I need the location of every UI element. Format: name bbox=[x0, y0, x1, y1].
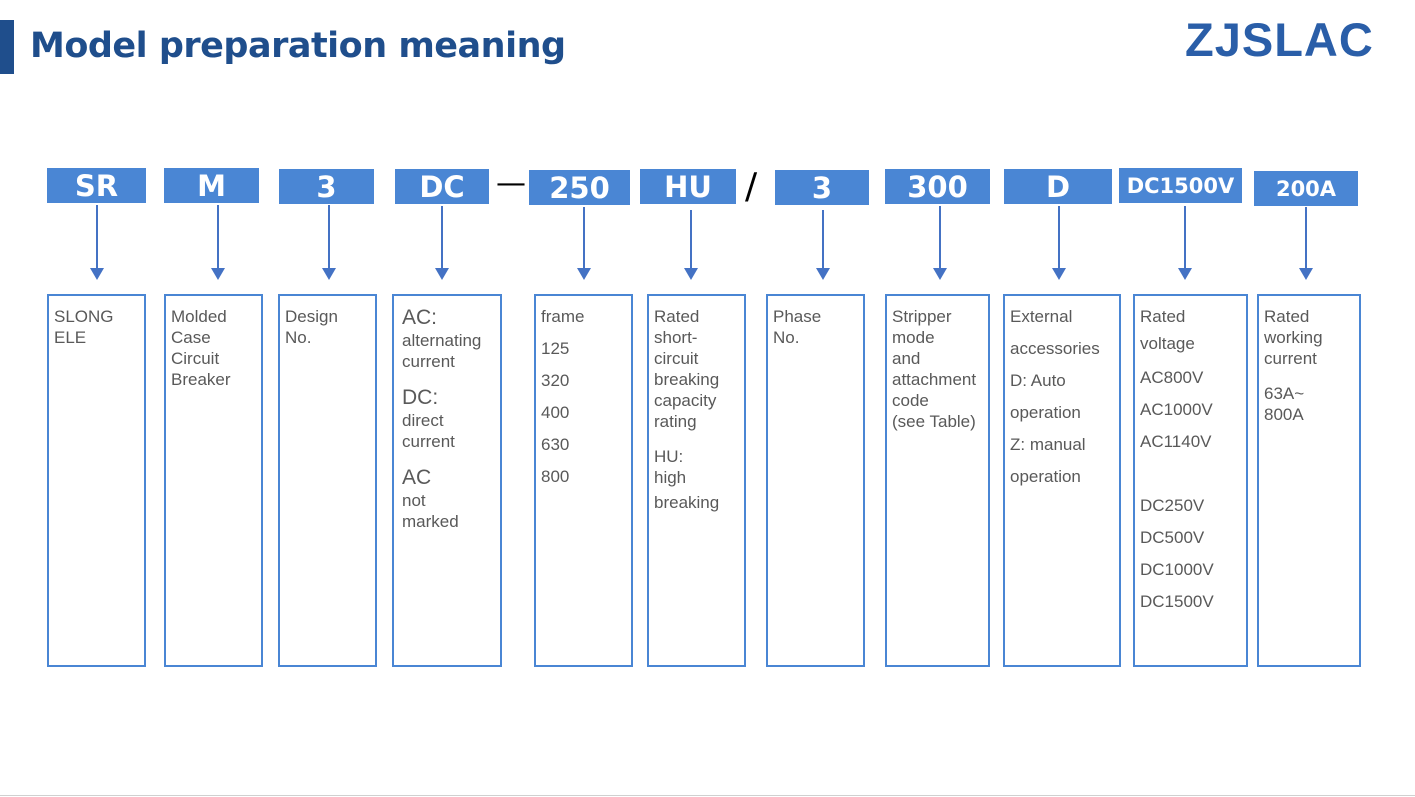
box-line: External bbox=[1010, 307, 1073, 326]
box-line: AC bbox=[402, 466, 432, 489]
box-line: 800A bbox=[1264, 405, 1304, 424]
code-300: 300 bbox=[885, 169, 990, 204]
box-line: operation bbox=[1010, 467, 1081, 486]
meaning-box-voltage: Rated voltage AC800V AC1000V AC1140V DC2… bbox=[1133, 294, 1248, 667]
box-line: Circuit bbox=[171, 349, 220, 368]
box-line: working bbox=[1264, 328, 1323, 347]
box-line: DC500V bbox=[1140, 528, 1205, 547]
brand-logo: ZJSLAC bbox=[1185, 13, 1374, 66]
box-line: Rated bbox=[654, 307, 700, 326]
meaning-box-stripper: Stripper mode and attachment code (see T… bbox=[885, 294, 990, 667]
box-line: marked bbox=[402, 512, 459, 531]
box-line: code bbox=[892, 391, 929, 410]
box-line: voltage bbox=[1140, 334, 1195, 353]
code-phase: 3 bbox=[775, 170, 869, 205]
code-voltage: DC1500V bbox=[1119, 168, 1242, 203]
meaning-box-type: Molded Case Circuit Breaker bbox=[164, 294, 263, 667]
code-design: 3 bbox=[279, 169, 374, 204]
box-line: not bbox=[402, 491, 426, 510]
title-accent-bar bbox=[0, 20, 14, 74]
arrow-down-icon bbox=[1178, 206, 1192, 280]
box-line: mode bbox=[892, 328, 935, 347]
box-line: Rated bbox=[1140, 307, 1186, 326]
box-line: breaking bbox=[654, 370, 720, 389]
code-sr: SR bbox=[47, 168, 146, 203]
box-line: current bbox=[402, 352, 455, 371]
box-line: Z: manual bbox=[1010, 435, 1086, 454]
box-line: 63A~ bbox=[1264, 384, 1305, 403]
box-line: direct bbox=[402, 411, 444, 430]
box-line: DC1500V bbox=[1140, 592, 1214, 611]
arrow-down-icon bbox=[435, 206, 449, 280]
box-line: SLONG bbox=[54, 307, 114, 326]
box-line: DC250V bbox=[1140, 496, 1205, 515]
box-line: breaking bbox=[654, 493, 720, 512]
footer-divider bbox=[0, 795, 1415, 796]
dash-separator: — bbox=[496, 166, 526, 201]
box-line: AC: bbox=[402, 306, 438, 329]
box-line: and bbox=[892, 349, 921, 368]
box-line: 630 bbox=[541, 435, 570, 454]
box-line: HU: bbox=[654, 447, 684, 466]
box-line: Stripper bbox=[892, 307, 952, 326]
meaning-box-accessories: External accessories D: Auto operation Z… bbox=[1003, 294, 1121, 667]
arrow-down-icon bbox=[1052, 206, 1066, 280]
box-line: alternating bbox=[402, 331, 482, 350]
code-m: M bbox=[164, 168, 259, 203]
meaning-box-phase: Phase No. bbox=[766, 294, 865, 667]
arrow-down-icon bbox=[816, 210, 830, 280]
box-line: 800 bbox=[541, 467, 570, 486]
box-line: D: Auto bbox=[1010, 371, 1066, 390]
box-line: accessories bbox=[1010, 339, 1100, 358]
box-line: frame bbox=[541, 307, 585, 326]
box-line: AC1140V bbox=[1140, 432, 1212, 451]
box-line: circuit bbox=[654, 349, 699, 368]
box-line: current bbox=[1264, 349, 1317, 368]
box-line: Rated bbox=[1264, 307, 1310, 326]
meaning-box-breaking: Rated short- circuit breaking capacity r… bbox=[647, 294, 746, 667]
box-line: Molded bbox=[171, 307, 227, 326]
meaning-box-current-type: AC: alternating current DC: direct curre… bbox=[392, 294, 502, 667]
box-line: DC: bbox=[402, 386, 439, 409]
box-line: attachment bbox=[892, 370, 977, 389]
box-line: DC1000V bbox=[1140, 560, 1214, 579]
arrow-down-icon bbox=[684, 210, 698, 280]
box-line: capacity bbox=[654, 391, 717, 410]
box-line: 400 bbox=[541, 403, 570, 422]
page-title: Model preparation meaning bbox=[30, 26, 566, 66]
code-hu: HU bbox=[640, 169, 736, 204]
meaning-box-design: Design No. bbox=[278, 294, 377, 667]
arrow-down-icon bbox=[322, 205, 336, 280]
arrow-down-icon bbox=[577, 207, 591, 280]
meaning-box-brand: SLONG ELE bbox=[47, 294, 146, 667]
meaning-box-frame: frame 125 320 400 630 800 bbox=[534, 294, 633, 667]
box-line: 125 bbox=[541, 339, 570, 358]
box-line: Case bbox=[171, 328, 211, 347]
code-d: D bbox=[1004, 169, 1112, 204]
code-dc: DC bbox=[395, 169, 489, 204]
box-line: AC800V bbox=[1140, 368, 1204, 387]
box-line: 320 bbox=[541, 371, 570, 390]
arrow-down-icon bbox=[90, 205, 104, 280]
box-line: No. bbox=[285, 328, 312, 347]
box-line: rating bbox=[654, 412, 697, 431]
arrow-down-icon bbox=[211, 205, 225, 280]
box-line: No. bbox=[773, 328, 800, 347]
box-line: current bbox=[402, 432, 455, 451]
code-current: 200A bbox=[1254, 171, 1358, 206]
box-line: Breaker bbox=[171, 370, 231, 389]
box-line: ELE bbox=[54, 328, 87, 347]
box-line: short- bbox=[654, 328, 698, 347]
box-line: Design bbox=[285, 307, 338, 326]
box-line: AC1000V bbox=[1140, 400, 1213, 419]
box-line: Phase bbox=[773, 307, 822, 326]
meaning-box-working-current: Rated working current 63A~ 800A bbox=[1257, 294, 1361, 667]
arrow-down-icon bbox=[1299, 207, 1313, 280]
arrow-down-icon bbox=[933, 206, 947, 280]
box-line: (see Table) bbox=[892, 412, 976, 431]
code-frame: 250 bbox=[529, 170, 630, 205]
slash-separator: / bbox=[745, 166, 758, 207]
box-line: operation bbox=[1010, 403, 1081, 422]
box-line: high bbox=[654, 468, 687, 487]
